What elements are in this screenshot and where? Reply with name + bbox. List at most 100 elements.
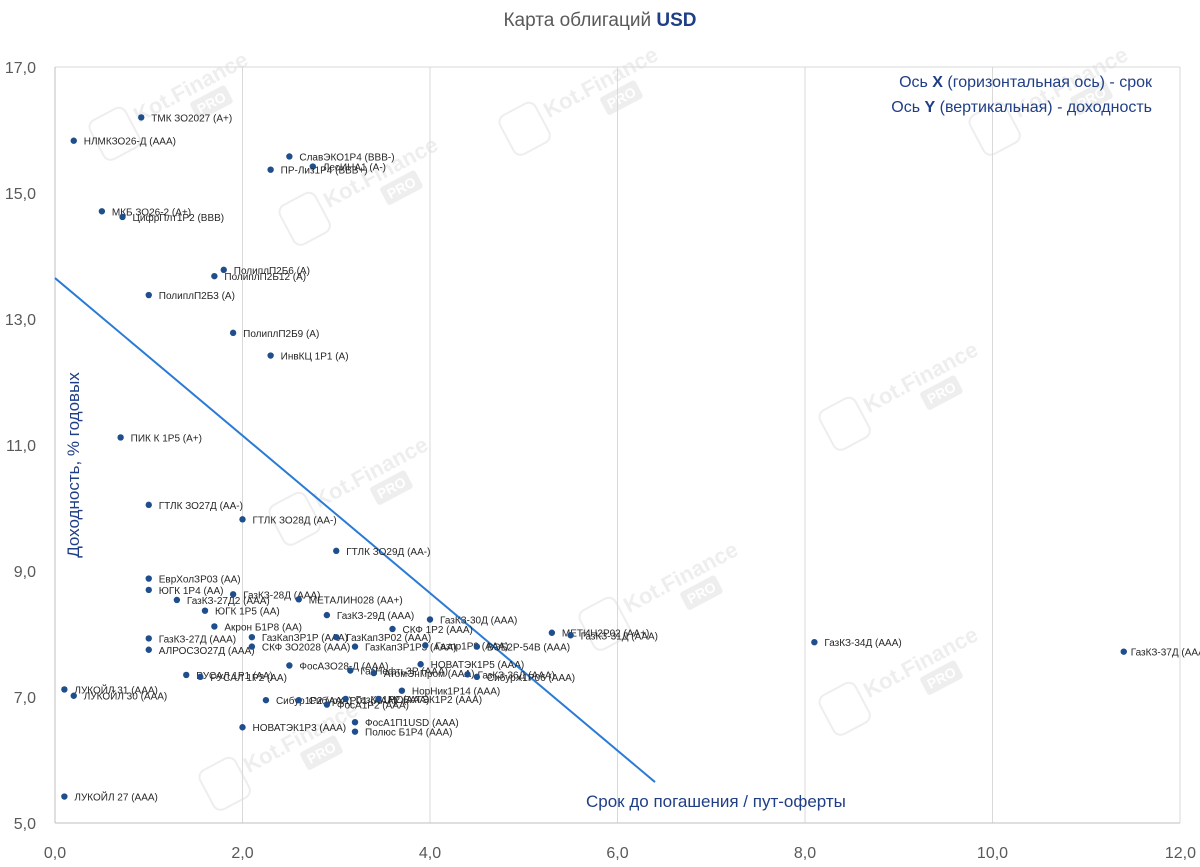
axes bbox=[54, 67, 1180, 824]
data-point bbox=[342, 695, 349, 703]
x-tick-label: 10,0 bbox=[977, 845, 1008, 862]
watermark-badge bbox=[600, 80, 643, 115]
watermark-cat-icon bbox=[268, 491, 321, 546]
data-point bbox=[61, 686, 68, 693]
data-point-label: НОВАТЭК1Р5 (ААА) bbox=[431, 660, 525, 671]
data-point-label: ГазКапЗР1Р (ААА) bbox=[262, 633, 348, 644]
data-point-label: ФосА1Р2 (ААА) bbox=[337, 701, 409, 712]
data-point-label: ЮГК 1Р5 (АА) bbox=[215, 607, 280, 618]
data-point bbox=[173, 596, 181, 604]
data-point bbox=[323, 701, 331, 708]
watermark-text: Kot.Finance bbox=[859, 622, 982, 703]
watermark-text: Kot.Finance bbox=[309, 432, 432, 513]
data-point bbox=[197, 673, 204, 681]
data-point-label: ФосАЗО28-Д (ААА) bbox=[299, 662, 388, 673]
watermark-text: Kot.Finance bbox=[619, 537, 742, 618]
data-point bbox=[248, 643, 256, 650]
data-point bbox=[239, 724, 246, 731]
x-tick-label: 4,0 bbox=[419, 845, 441, 862]
data-point-label: ПолиплП2Б9 (А) bbox=[243, 329, 319, 340]
chart-title-accent: USD bbox=[656, 10, 697, 31]
data-point-label: МКБ ЗО26-2 (А+) bbox=[112, 207, 191, 218]
y-tick-label: 17,0 bbox=[5, 60, 36, 77]
watermark-cat-icon bbox=[818, 681, 871, 736]
data-point bbox=[473, 643, 481, 650]
data-point bbox=[351, 643, 359, 650]
y-note-suffix: (вертикальная) - доходность bbox=[935, 99, 1152, 116]
data-point-label: АтомЭнПром (ААА) bbox=[384, 669, 475, 680]
data-point bbox=[145, 575, 152, 582]
x-note-suffix: (горизонтальная ось) - срок bbox=[942, 74, 1152, 91]
data-point-label: АЛРОСЗО27Д (ААА) bbox=[159, 646, 255, 657]
y-axis-note: Ось Y (вертикальная) - доходность bbox=[891, 99, 1152, 117]
y-tick-label: 5,0 bbox=[14, 816, 36, 833]
data-point bbox=[389, 625, 396, 633]
data-point bbox=[286, 153, 293, 160]
watermark-cat-icon bbox=[968, 101, 1021, 156]
data-point-label: ЛУКОЙЛ 27 (ААА) bbox=[74, 791, 158, 804]
watermark-badge bbox=[190, 85, 233, 120]
data-point-label: ГТЛК ЗО28Д (АА-) bbox=[253, 515, 337, 526]
tick-labels: 0,0 2,0 4,0 6,0 8,0 10,0 12,0 5,0 7,0 9,0 11,0 13,0… bbox=[5, 60, 1196, 862]
y-tick-label: 9,0 bbox=[14, 564, 36, 581]
data-point bbox=[1120, 648, 1127, 655]
x-note-letter: X bbox=[932, 74, 943, 91]
watermark-badge bbox=[300, 735, 343, 770]
data-point bbox=[333, 547, 340, 555]
x-tick-label: 2,0 bbox=[231, 845, 253, 862]
data-point-label: Сибур1Р2 (ААА) bbox=[276, 695, 352, 707]
data-point-label: ПР-Лиз1Р4 (ВВВ+) bbox=[281, 166, 368, 177]
x-note-prefix: Ось bbox=[899, 74, 933, 91]
data-point-label: НорНик1Р14 (ААА) bbox=[412, 687, 500, 698]
data-point-label: НОВАТЭК1Р3 (ААА) bbox=[253, 723, 347, 734]
watermark-badge bbox=[680, 575, 723, 610]
data-point bbox=[262, 696, 270, 704]
data-point bbox=[333, 633, 340, 641]
data-point bbox=[70, 137, 77, 144]
data-point bbox=[286, 662, 293, 669]
data-point bbox=[370, 669, 377, 677]
data-point bbox=[220, 266, 227, 274]
watermark-badge bbox=[920, 660, 963, 695]
y-tick-label: 15,0 bbox=[5, 186, 36, 203]
data-point bbox=[567, 632, 574, 639]
chart-title-prefix: Карта облигаций bbox=[503, 10, 652, 31]
data-point bbox=[267, 166, 274, 173]
x-tick-label: 6,0 bbox=[606, 845, 628, 862]
data-point-label: ГазКЗ-27Д (ААА) bbox=[159, 634, 236, 645]
data-point-label: ЛесИНА1 (А-) bbox=[323, 163, 386, 174]
data-point-label: ГазКЗ-31Д (ААА) bbox=[581, 631, 658, 642]
watermark-layer: Kot.FinancePROKot.FinancePROKot.FinanceP… bbox=[88, 42, 1132, 811]
data-point-label: СибурХ1Р01 (ААА) bbox=[309, 695, 397, 707]
data-point bbox=[98, 208, 106, 215]
x-axis-label: Срок до погашения / пут-оферты bbox=[586, 792, 846, 811]
watermark-badge bbox=[1070, 80, 1113, 115]
y-note-letter: Y bbox=[924, 99, 936, 116]
watermark-badge bbox=[370, 470, 413, 505]
data-point-label: МЕТИН2Р02 (АА+) bbox=[562, 629, 650, 640]
x-tick-label: 8,0 bbox=[794, 845, 816, 862]
data-point-label: ТМК ЗО2027 (А+) bbox=[151, 113, 232, 124]
data-point bbox=[309, 163, 317, 170]
data-point-label: СКФ 1Р2 (ААА) bbox=[403, 625, 473, 636]
data-point-label: ГазКЗ1Р2 (ААА) bbox=[356, 695, 430, 706]
y-axis-label: Доходность, % годовых bbox=[64, 372, 83, 558]
data-point bbox=[201, 607, 209, 614]
data-point bbox=[248, 633, 256, 641]
y-tick-label: 7,0 bbox=[14, 690, 36, 707]
data-point bbox=[417, 661, 424, 668]
data-point-label: ФосА1П1USD (ААА) bbox=[365, 718, 459, 729]
data-point bbox=[464, 671, 471, 678]
data-point-label: СибурХ1Р06 (ААА) bbox=[487, 672, 575, 684]
data-point-label: ГазКЗ-29Д (ААА) bbox=[337, 611, 414, 622]
data-point-label: ПолиплП2Б6 (А) bbox=[234, 266, 310, 277]
watermark-cat-icon bbox=[818, 396, 871, 451]
y-tick-label: 13,0 bbox=[5, 312, 36, 329]
data-point bbox=[323, 611, 331, 619]
